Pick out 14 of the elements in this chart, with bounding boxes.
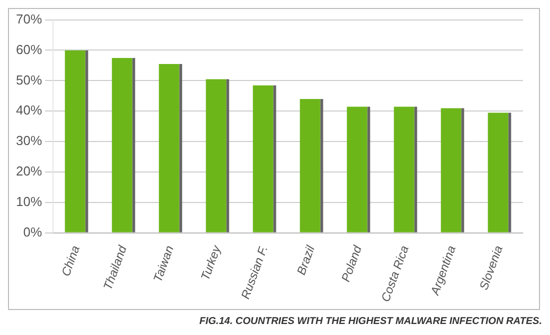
x-tick-label: Brazil [294,243,318,277]
x-tick-label: Poland [338,243,365,284]
x-tick-label: Costa Rica [378,243,412,304]
x-tick-label: China [58,243,83,278]
y-tick-label: 40% [16,102,42,118]
y-tick-label: 70% [16,11,42,26]
y-tick-label: 10% [16,194,42,210]
x-tick-label: Taiwan [150,243,177,284]
y-tick-label: 50% [16,72,42,88]
y-tick-label: 20% [16,164,42,179]
y-tick-label: 0% [23,224,42,240]
caption: FIG.14. COUNTRIES WITH THE HIGHEST MALWARE INFECTION RATES. [198,316,542,327]
y-tick-label: 60% [16,42,42,57]
y-tick-label: 30% [16,133,42,148]
